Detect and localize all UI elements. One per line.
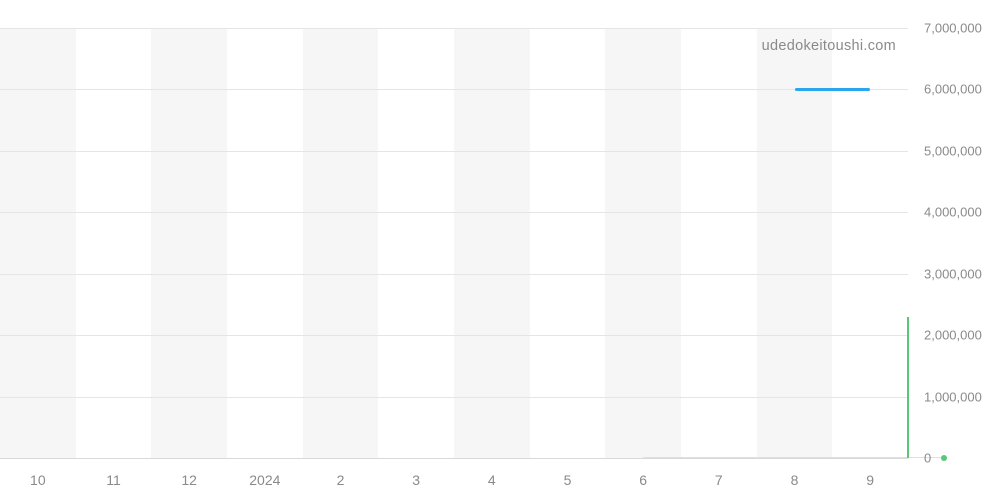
plot-band (303, 28, 379, 458)
x-tick-label: 7 (715, 472, 723, 488)
y-tick-label: 0 (924, 451, 931, 466)
x-tick-label: 2024 (249, 472, 280, 488)
y-tick-label: 5,000,000 (924, 143, 982, 158)
plot-band (757, 28, 833, 458)
plot-area (0, 28, 908, 458)
x-tick-label: 9 (866, 472, 874, 488)
y-tick-label: 6,000,000 (924, 82, 982, 97)
x-tick-label: 3 (412, 472, 420, 488)
gridline (0, 28, 908, 29)
plot-band (605, 28, 681, 458)
price-chart: 0 1,000,000 2,000,000 3,000,000 4,000,000 5,0… (0, 0, 1000, 500)
y-tick-label: 7,000,000 (924, 21, 982, 36)
x-tick-label: 11 (106, 472, 121, 488)
gridline (0, 89, 908, 90)
x-tick-label: 4 (488, 472, 496, 488)
gridline (0, 274, 908, 275)
y-tick-label: 1,000,000 (924, 389, 982, 404)
end-marker (941, 455, 947, 461)
volume-bar (907, 317, 909, 458)
plot-band (151, 28, 227, 458)
y-tick-label: 4,000,000 (924, 205, 982, 220)
x-tick-label: 8 (791, 472, 799, 488)
gridline (0, 212, 908, 213)
plot-band (454, 28, 530, 458)
x-tick-label: 5 (564, 472, 572, 488)
x-tick-label: 12 (181, 472, 197, 488)
x-tick-label: 2 (337, 472, 345, 488)
x-tick-label: 6 (639, 472, 647, 488)
plot-band (0, 28, 76, 458)
x-axis-line (0, 458, 908, 459)
gridline (0, 335, 908, 336)
y-tick-label: 2,000,000 (924, 328, 982, 343)
price-line-segment (795, 88, 871, 91)
x-tick-label: 10 (30, 472, 46, 488)
watermark-text: udedokeitoushi.com (762, 38, 896, 54)
gridline (0, 397, 908, 398)
y-tick-label: 3,000,000 (924, 266, 982, 281)
gridline (0, 151, 908, 152)
